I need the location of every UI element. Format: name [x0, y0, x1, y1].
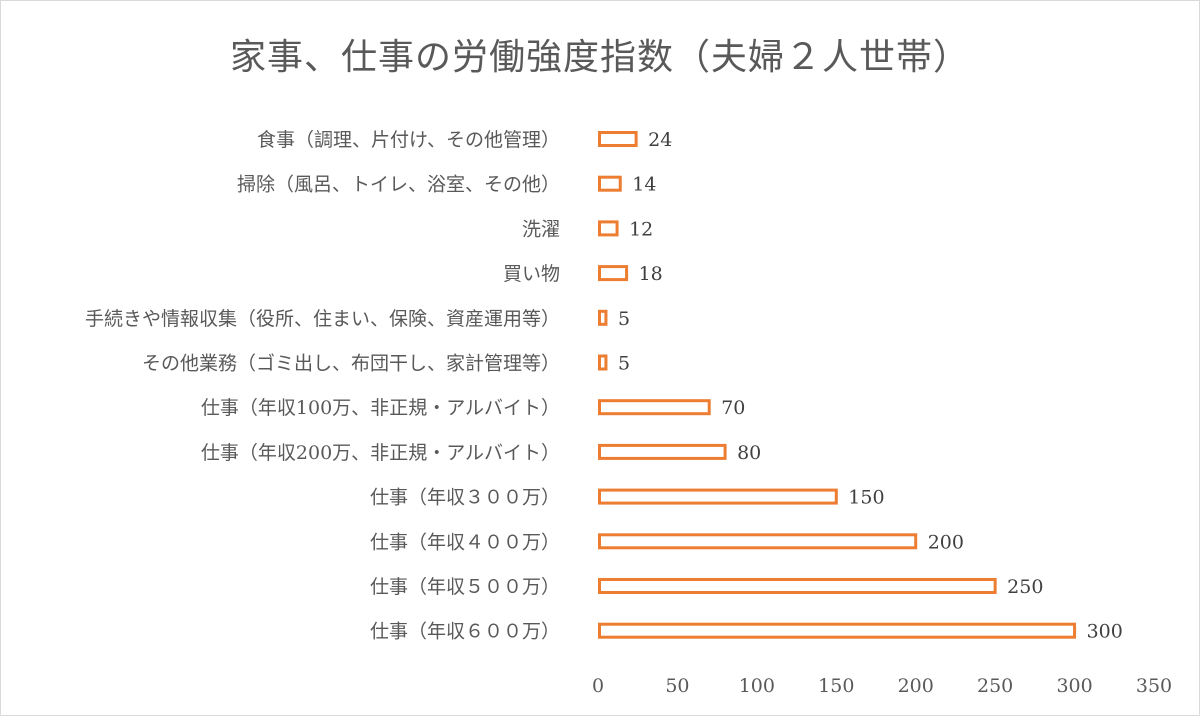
- value-label-3: 18: [639, 263, 663, 285]
- category-labels-group: 食事（調理、片付け、その他管理） 掃除（風呂、トイレ、浴室、その他） 洗濯買い物手続…: [85, 129, 560, 643]
- bar-9: [598, 533, 918, 550]
- category-label-2: 洗濯: [522, 218, 560, 240]
- value-label-9: 200: [928, 531, 964, 553]
- category-label-0: 食事（調理、片付け、その他管理）: [257, 129, 560, 151]
- value-label-2: 12: [629, 218, 653, 240]
- category-label-10: 仕事（年収５００万）: [370, 576, 560, 598]
- x-tick-label-6: 300: [1056, 675, 1092, 697]
- category-label-11: 仕事（年収６００万）: [370, 621, 560, 643]
- category-label-5: その他業務（ゴミ出し、布団干し、家計管理等）: [142, 353, 560, 375]
- value-label-1: 14: [632, 174, 656, 196]
- x-tick-label-2: 100: [739, 675, 775, 697]
- bars-group: [598, 131, 1077, 639]
- value-label-5: 5: [618, 353, 630, 375]
- bar-0: [598, 131, 638, 147]
- value-label-10: 250: [1007, 576, 1043, 598]
- category-label-8: 仕事（年収３００万）: [370, 487, 560, 509]
- bar-8: [598, 488, 838, 505]
- x-tick-label-7: 350: [1136, 675, 1172, 697]
- bar-5: [598, 354, 608, 371]
- category-label-1: 掃除（風呂、トイレ、浴室、その他）: [237, 174, 560, 196]
- bar-3: [598, 265, 629, 282]
- value-label-7: 80: [737, 442, 761, 464]
- value-label-0: 24: [648, 129, 672, 151]
- bar-1: [598, 175, 622, 192]
- bar-2: [598, 220, 619, 237]
- x-tick-label-4: 200: [898, 675, 934, 697]
- value-labels-group: 24 14 12 18 5 5 70 80 150 200 250 300: [618, 129, 1123, 643]
- value-label-8: 150: [848, 487, 884, 509]
- value-label-6: 70: [721, 397, 745, 419]
- x-tick-label-0: 0: [592, 675, 604, 697]
- x-tick-labels-group: 0 50 100 150 200 250 300 350: [592, 675, 1172, 697]
- category-label-6: 仕事（年収100万、非正規・アルバイト）: [201, 397, 560, 419]
- bar-7: [598, 443, 727, 460]
- value-label-11: 300: [1087, 621, 1123, 643]
- bar-11: [598, 622, 1077, 639]
- x-tick-label-1: 50: [665, 675, 689, 697]
- x-tick-label-3: 150: [818, 675, 854, 697]
- value-label-4: 5: [618, 308, 630, 330]
- x-tick-label-5: 250: [977, 675, 1013, 697]
- category-label-3: 買い物: [503, 263, 560, 285]
- chart-title: 家事、仕事の労働強度指数（夫婦２人世帯）: [229, 37, 970, 78]
- category-label-4: 手続きや情報収集（役所、住まい、保険、資産運用等）: [85, 308, 560, 330]
- bar-6: [598, 399, 711, 416]
- category-label-9: 仕事（年収４００万）: [370, 531, 560, 553]
- bar-10: [598, 578, 997, 594]
- bar-4: [598, 309, 608, 326]
- category-label-7: 仕事（年収200万、非正規・アルバイト）: [201, 442, 560, 464]
